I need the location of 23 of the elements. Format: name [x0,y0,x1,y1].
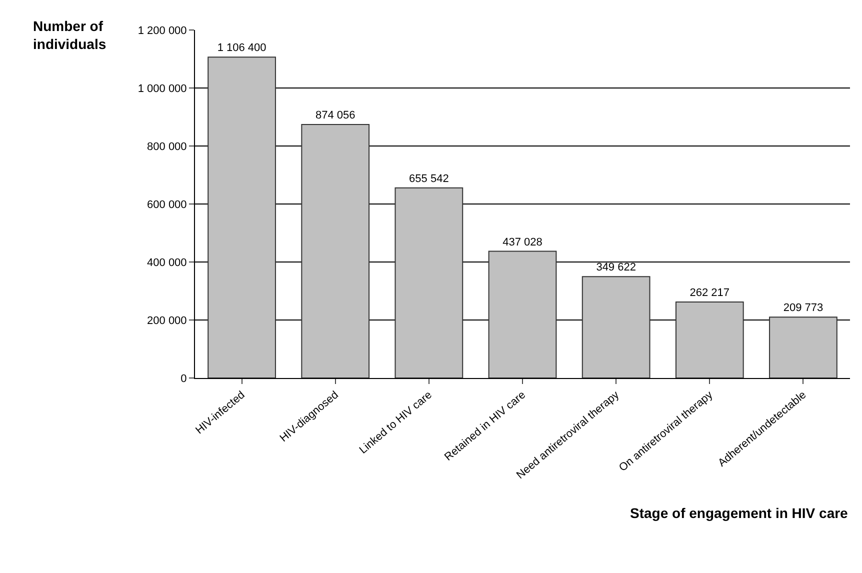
bar [394,187,464,378]
data-label: 655 542 [409,172,449,185]
bar [301,124,370,378]
data-label: 874 056 [315,110,356,122]
y-tick-label: 600 000 [147,198,187,211]
y-axis-title: Number of individuals [33,18,106,52]
y-tick-label: 1 000 000 [138,82,187,95]
data-label: 437 028 [502,236,542,248]
y-tick-label: 400 000 [147,256,187,269]
data-label: 349 622 [596,262,636,274]
bar [582,276,650,378]
bar [488,250,557,378]
bar [769,316,838,378]
y-tick-label: 800 000 [147,140,187,153]
y-tick-label: 0 [180,372,187,385]
data-label: 262 217 [690,286,730,299]
data-label: 1 106 400 [217,42,266,54]
y-tick-label: 200 000 [147,314,187,327]
bar [675,301,744,378]
data-label: 209 773 [783,302,824,314]
bar [208,56,276,378]
x-axis-title: Stage of engagement in HIV care [630,505,848,521]
y-tick-label: 1 200 000 [138,24,187,37]
